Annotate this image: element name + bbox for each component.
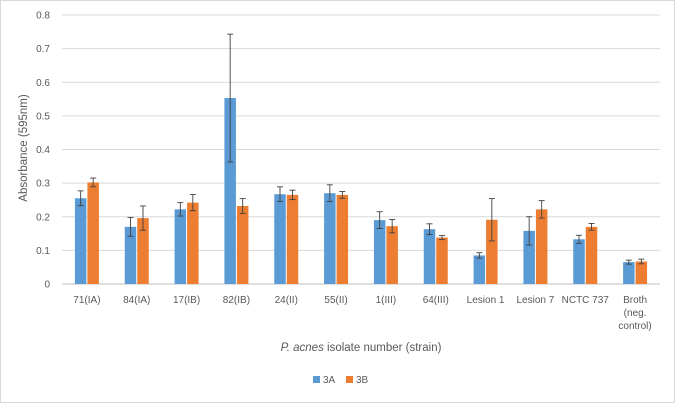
bar-3a-6 bbox=[373, 220, 386, 284]
x-axis-title: P. acnes isolate number (strain) bbox=[281, 342, 442, 354]
x-tick-label-line: Broth bbox=[623, 295, 647, 306]
y-axis-ticks: 0 0.1 0.2 0.3 0.4 0.5 0.6 0.7 0.8 bbox=[36, 11, 50, 291]
bar-3b-11 bbox=[635, 261, 648, 284]
x-tick-label: 84(IA) bbox=[123, 295, 150, 306]
x-tick-label-line: (neg. bbox=[624, 308, 647, 319]
y-tick-label: 0.6 bbox=[36, 78, 50, 89]
y-tick-label: 0.2 bbox=[36, 212, 50, 223]
bar-3b-5 bbox=[336, 194, 349, 284]
bars bbox=[74, 33, 648, 285]
x-tick-label-line: 64(III) bbox=[423, 295, 449, 306]
x-tick-label: 64(III) bbox=[423, 295, 449, 306]
x-axis-title-italic: P. acnes bbox=[281, 342, 325, 354]
bar-3a-7 bbox=[423, 229, 436, 284]
bar-3b-0 bbox=[87, 182, 99, 284]
x-tick-label-line: Lesion 7 bbox=[517, 295, 555, 306]
bar-3a-8 bbox=[473, 255, 486, 284]
legend: 3A 3B bbox=[313, 375, 369, 386]
bar-3a-11 bbox=[623, 262, 635, 284]
x-tick-label-line: 82(IB) bbox=[223, 295, 250, 306]
x-tick-label: Broth (neg. control) bbox=[618, 295, 651, 332]
bar-3b-2 bbox=[187, 202, 199, 284]
x-tick-label-line: 71(IA) bbox=[73, 295, 100, 306]
legend-label-3a: 3A bbox=[323, 375, 336, 386]
bar-3a-9 bbox=[523, 230, 535, 284]
y-tick-label: 0.1 bbox=[36, 246, 50, 257]
y-tick-label: 0.3 bbox=[36, 179, 50, 190]
y-tick-label: 0 bbox=[44, 280, 50, 291]
bar-3a-2 bbox=[174, 209, 187, 284]
bar-3b-10 bbox=[585, 226, 598, 284]
x-tick-label: NCTC 737 bbox=[562, 295, 610, 306]
x-tick-label: Lesion 1 bbox=[467, 295, 505, 306]
x-tick-label-line: 84(IA) bbox=[123, 295, 150, 306]
bar-3a-0 bbox=[74, 198, 87, 284]
bar-3a-10 bbox=[573, 239, 585, 284]
x-axis-title-rest: isolate number (strain) bbox=[324, 342, 442, 354]
bar-3b-8 bbox=[486, 219, 498, 284]
bar-3a-4 bbox=[274, 194, 286, 284]
bar-3b-4 bbox=[286, 194, 299, 284]
legend-label-3b: 3B bbox=[356, 375, 369, 386]
x-tick-label: 17(IB) bbox=[173, 295, 200, 306]
bar-3b-9 bbox=[535, 209, 548, 284]
bar-3a-3 bbox=[224, 98, 236, 285]
bar-3a-5 bbox=[324, 193, 336, 284]
x-tick-label-line: control) bbox=[618, 321, 651, 332]
x-tick-label: 82(IB) bbox=[223, 295, 250, 306]
x-tick-label: 24(II) bbox=[275, 295, 298, 306]
y-tick-label: 0.4 bbox=[36, 145, 50, 156]
gridlines bbox=[62, 14, 660, 285]
bar-3b-7 bbox=[436, 237, 448, 284]
y-axis-title: Absorbance (595nm) bbox=[18, 94, 30, 202]
x-tick-label: 71(IA) bbox=[73, 295, 100, 306]
x-axis-ticks: 71(IA) 84(IA) 17(IB) 82(IB) 24(II) 55(II) 1(II… bbox=[73, 295, 651, 332]
y-tick-label: 0.8 bbox=[36, 11, 50, 22]
x-tick-label-line: Lesion 1 bbox=[467, 295, 505, 306]
x-tick-label-line: 17(IB) bbox=[173, 295, 200, 306]
bar-3b-3 bbox=[236, 205, 249, 284]
legend-swatch-3a bbox=[313, 376, 320, 383]
x-tick-label-line: 24(II) bbox=[275, 295, 298, 306]
y-tick-label: 0.5 bbox=[36, 111, 50, 122]
y-tick-label: 0.7 bbox=[36, 44, 50, 55]
legend-swatch-3b bbox=[346, 376, 353, 383]
x-tick-label-line: 55(II) bbox=[324, 295, 347, 306]
bar-3b-1 bbox=[137, 218, 149, 284]
x-tick-label: 55(II) bbox=[324, 295, 347, 306]
bar-3a-1 bbox=[124, 226, 137, 284]
x-tick-label: Lesion 7 bbox=[517, 295, 555, 306]
x-tick-label-line: NCTC 737 bbox=[562, 295, 610, 306]
x-tick-label-line: 1(III) bbox=[376, 295, 397, 306]
x-tick-label: 1(III) bbox=[376, 295, 397, 306]
bar-3b-6 bbox=[386, 226, 398, 284]
